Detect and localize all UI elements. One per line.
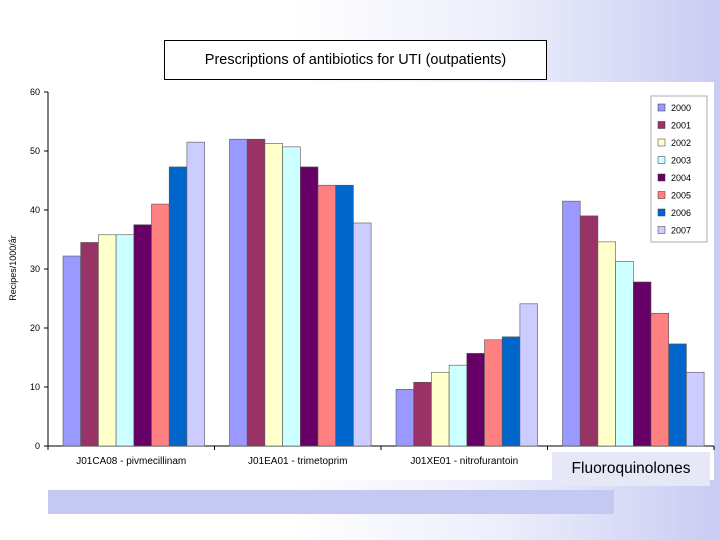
bar: [395, 389, 415, 447]
bar: [519, 303, 538, 447]
bar: [413, 381, 432, 447]
legend-swatch: [657, 208, 666, 217]
y-tick-label: 40: [30, 205, 40, 215]
y-tick-label: 10: [30, 382, 40, 392]
bar: [246, 138, 266, 447]
legend-box: [650, 95, 708, 243]
legend-label: 2006: [671, 208, 691, 218]
bar: [466, 353, 485, 447]
bar: [151, 203, 170, 447]
y-tick-label: 60: [30, 87, 40, 97]
bar: [62, 255, 82, 447]
legend-label: 2001: [671, 121, 691, 131]
bar: [264, 143, 283, 447]
legend-swatch: [657, 121, 666, 129]
bar: [632, 281, 652, 447]
chart-title: Prescriptions of antibiotics for UTI (ou…: [164, 40, 547, 80]
legend-label: 2004: [671, 173, 691, 183]
y-tick-label: 0: [35, 441, 40, 451]
y-tick-label: 30: [30, 264, 40, 274]
legend-swatch: [657, 138, 666, 147]
bar: [597, 241, 616, 447]
y-tick-label: 20: [30, 323, 40, 333]
legend-label: 2000: [671, 103, 691, 113]
fluoroquinolones-label: Fluoroquinolones: [552, 452, 710, 486]
legend-swatch: [657, 173, 666, 182]
footer-band: [48, 490, 614, 514]
bar: [186, 141, 205, 447]
bar: [229, 138, 248, 447]
bar: [317, 184, 337, 447]
legend-swatch: [657, 156, 666, 164]
legend-label: 2007: [671, 226, 691, 236]
bar: [299, 166, 319, 447]
bar: [98, 234, 117, 447]
bar: [650, 312, 670, 447]
category-label: J01CA08 - pivmecillinam: [76, 456, 186, 467]
y-tick-label: 50: [30, 146, 40, 156]
legend-swatch: [657, 103, 666, 112]
bar: [168, 166, 188, 447]
bar: [668, 343, 687, 447]
legend-swatch: [657, 226, 666, 234]
legend-swatch: [657, 191, 666, 199]
bar: [282, 146, 301, 447]
bar: [615, 261, 634, 447]
bar: [579, 215, 599, 447]
bar: [133, 224, 152, 447]
category-label: J01XE01 - nitrofurantoin: [410, 456, 518, 467]
bar: [448, 364, 468, 447]
bar: [562, 200, 581, 447]
bar: [115, 234, 135, 447]
bar: [335, 184, 354, 447]
bar: [686, 371, 705, 447]
bar: [353, 222, 372, 447]
bar: [484, 339, 503, 447]
bar: [80, 242, 99, 447]
bar: [501, 336, 521, 447]
legend-label: 2005: [671, 191, 691, 201]
bar: [431, 371, 450, 447]
legend-label: 2003: [671, 156, 691, 166]
y-axis-label: Recipes/1000/år: [8, 235, 18, 301]
legend-label: 2002: [671, 138, 691, 148]
category-label: J01EA01 - trimetoprim: [248, 456, 347, 467]
